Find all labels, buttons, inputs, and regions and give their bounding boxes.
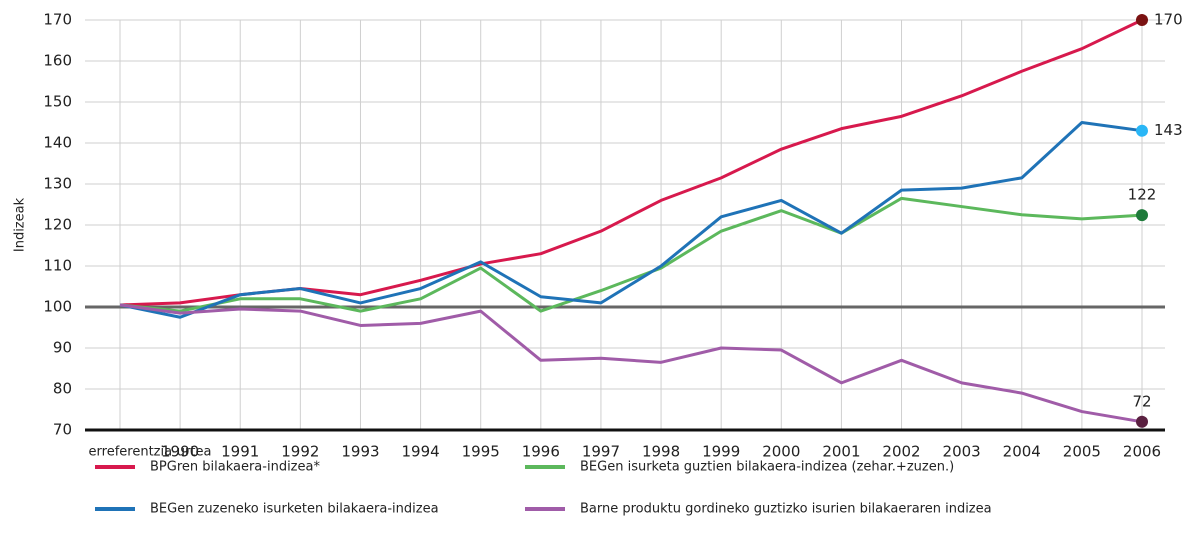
x-tick-label: 1994 bbox=[401, 443, 439, 461]
series-line bbox=[119, 303, 1143, 424]
y-tick-label: 70 bbox=[53, 421, 72, 439]
legend-label: Barne produktu gordineko guztizko isurie… bbox=[580, 502, 992, 517]
y-tick-label: 130 bbox=[43, 175, 72, 193]
y-tick-label: 110 bbox=[43, 257, 72, 275]
x-tick-label: 2004 bbox=[1003, 443, 1041, 461]
y-tick-label: 150 bbox=[43, 93, 72, 111]
value-label: 170 bbox=[1154, 11, 1183, 29]
value-label: 143 bbox=[1154, 121, 1183, 139]
x-tick-label: 1992 bbox=[281, 443, 319, 461]
series-line bbox=[119, 18, 1143, 307]
x-tick-label: 1990 bbox=[161, 443, 199, 461]
x-tick-label: erreferentzia-urtea bbox=[89, 445, 212, 460]
y-tick-label: 170 bbox=[43, 11, 72, 29]
x-tick-label: 1995 bbox=[462, 443, 500, 461]
x-tick-label: 1993 bbox=[341, 443, 379, 461]
x-tick-label: 1991 bbox=[221, 443, 259, 461]
end-marker bbox=[1136, 209, 1148, 222]
end-marker bbox=[1136, 415, 1148, 428]
series-line bbox=[119, 196, 1143, 313]
y-tick-label: 140 bbox=[43, 134, 72, 152]
y-tick-label: 120 bbox=[43, 216, 72, 234]
value-label: 72 bbox=[1132, 392, 1151, 410]
x-tick-label: 1998 bbox=[642, 443, 680, 461]
y-tick-label: 90 bbox=[53, 339, 72, 357]
x-tick-label: 2003 bbox=[943, 443, 981, 461]
x-tick-label: 1999 bbox=[702, 443, 740, 461]
x-tick-label: 1997 bbox=[582, 443, 620, 461]
x-tick-label: 2000 bbox=[762, 443, 800, 461]
x-tick-label: 2002 bbox=[882, 443, 920, 461]
legend-label: BPGren bilakaera-indizea* bbox=[150, 460, 320, 475]
end-marker bbox=[1136, 14, 1148, 26]
y-tick-label: 100 bbox=[43, 298, 72, 316]
x-tick-label: 2006 bbox=[1123, 443, 1161, 461]
end-marker bbox=[1136, 124, 1148, 137]
y-axis-label: Indizeak bbox=[13, 197, 28, 252]
value-label: 122 bbox=[1128, 186, 1157, 204]
x-tick-label: 2005 bbox=[1063, 443, 1101, 461]
x-tick-label: 2001 bbox=[822, 443, 860, 461]
x-tick-label: 1996 bbox=[522, 443, 560, 461]
series-line bbox=[119, 121, 1143, 319]
legend-label: BEGen zuzeneko isurketen bilakaera-indiz… bbox=[150, 502, 439, 517]
y-tick-label: 160 bbox=[43, 52, 72, 70]
y-tick-label: 80 bbox=[53, 380, 72, 398]
legend-label: BEGen isurketa guztien bilakaera-indizea… bbox=[580, 460, 954, 475]
